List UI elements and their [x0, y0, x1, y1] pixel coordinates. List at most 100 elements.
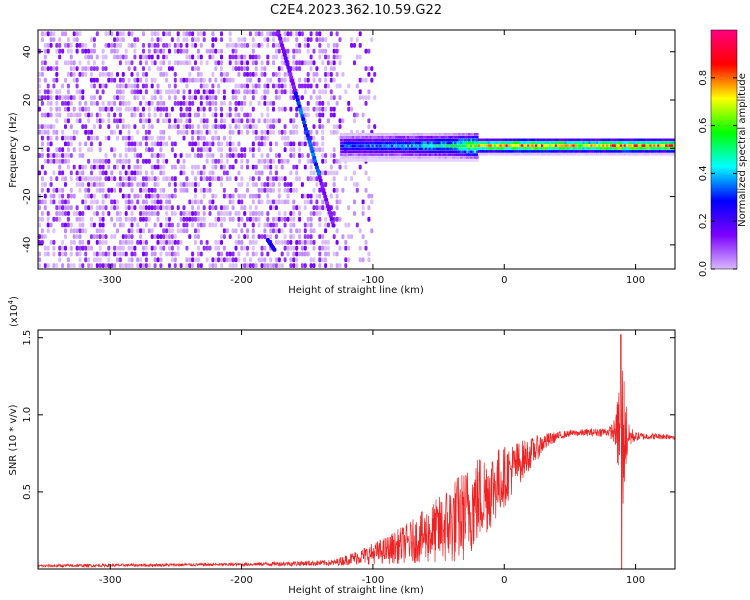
spectrogram-cell	[191, 199, 195, 205]
spectrogram-cell	[118, 89, 122, 95]
spectrogram-cell	[159, 199, 163, 205]
spectrogram-carrier-cell	[399, 135, 402, 139]
spectrogram-cell	[214, 112, 218, 118]
spectrogram-carrier-cell	[515, 147, 518, 150]
spectrogram-carrier-cell	[550, 150, 554, 153]
snr-y-axis-label: SNR (10 * v/v)	[8, 404, 19, 475]
spectrogram-cell	[162, 72, 166, 77]
spectrogram-carrier-cell	[444, 159, 448, 162]
spectrogram-cell	[58, 153, 62, 158]
spectrogram-cell	[214, 106, 218, 112]
spectrogram-carrier-cell	[411, 135, 414, 139]
spectrogram-streak-cell	[320, 184, 325, 189]
spectrogram-cell	[150, 124, 154, 129]
spectrogram-carrier-cell	[481, 153, 485, 156]
spectrogram-cell	[266, 77, 270, 83]
spectrogram-cell	[188, 95, 192, 100]
spectrogram-carrier-cell	[576, 153, 580, 156]
spectrogram-cell	[228, 43, 232, 48]
spectrogram-cell	[338, 118, 342, 124]
spectrogram-cell	[69, 141, 73, 147]
spectrogram-cell	[124, 147, 128, 153]
spectrogram-cell	[130, 83, 134, 89]
spectrogram-carrier-cell	[355, 133, 359, 136]
spectrogram-cell	[251, 60, 255, 66]
spectrogram-cell	[69, 170, 73, 176]
spectrogram-carrier-cell	[533, 153, 536, 156]
spectrogram-cell	[92, 193, 96, 199]
spectrogram-cell	[217, 147, 221, 153]
spectrogram-carrier-cell	[598, 147, 601, 150]
spectrogram-cell	[306, 216, 310, 222]
spectrogram-cell	[159, 129, 163, 135]
spectrogram-carrier-cell	[523, 147, 526, 150]
spectrogram-cell	[254, 60, 258, 66]
spectrogram-cell	[87, 66, 91, 71]
spectrogram-carrier-cell	[418, 133, 422, 136]
spectrogram-cell	[191, 77, 195, 83]
spectrogram-carrier-cell	[434, 150, 438, 153]
spectrogram-cell	[49, 43, 53, 48]
spectrogram-cell	[113, 54, 117, 60]
spectrogram-cell	[182, 164, 186, 170]
spectrogram-carrier-cell	[590, 141, 593, 144]
spectrogram-cell	[222, 234, 226, 239]
spectrogram-carrier-cell	[440, 133, 444, 136]
spectrogram-carrier-cell	[527, 147, 530, 150]
spectrogram-cell	[66, 118, 70, 124]
spectrogram-carrier-cell	[552, 147, 556, 150]
spectrogram-cell	[248, 31, 252, 37]
spectrogram-carrier-cell	[470, 147, 473, 151]
spectrogram-cell	[136, 182, 140, 187]
spectrogram-carrier-cell	[407, 144, 410, 148]
spectrogram-carrier-cell	[385, 144, 388, 148]
spectrogram-cell	[266, 158, 270, 164]
spectrogram-cell	[182, 101, 186, 106]
spectrogram-carrier-cell	[495, 153, 499, 156]
spectrogram-carrier-cell	[399, 133, 402, 136]
spectrogram-cell	[231, 216, 235, 222]
spectrogram-carrier-cell	[379, 133, 383, 136]
spectrogram-cell	[240, 37, 244, 42]
spectrogram-carrier-cell	[428, 153, 432, 156]
spectrogram-cell	[251, 48, 255, 54]
spectrogram-carrier-cell	[545, 150, 548, 153]
spectrogram-cell	[170, 147, 174, 153]
spectrogram-carrier-cell	[456, 141, 459, 145]
spectrogram-carrier-cell	[430, 144, 434, 148]
spectrogram-carrier-cell	[627, 144, 631, 147]
spectrogram-carrier-cell	[629, 150, 633, 153]
spectrogram-cell	[90, 176, 93, 182]
spectrogram-cell	[52, 129, 56, 135]
spectrogram-cell	[220, 147, 223, 153]
spectrogram-cell	[156, 257, 160, 263]
spectrogram-streak-cell	[272, 247, 277, 252]
spectrogram-carrier-cell	[633, 153, 637, 156]
spectrogram-cell	[139, 112, 143, 118]
spectrogram-carrier-cell	[507, 138, 511, 142]
spectrogram-cell	[286, 182, 290, 187]
spectrogram-cell	[87, 187, 91, 193]
spectrogram-carrier-cell	[389, 153, 392, 156]
spectrogram-cell	[237, 240, 241, 245]
spectrogram-cell	[75, 182, 79, 187]
spectrogram-carrier-cell	[671, 150, 674, 153]
spectrogram-cell	[220, 112, 223, 118]
spectrogram-cell	[142, 48, 145, 54]
spectrogram-cell	[40, 37, 44, 42]
spectrogram-cell	[52, 124, 56, 129]
spectrogram-cell	[248, 240, 252, 245]
spectrogram-carrier-cell	[562, 153, 566, 156]
spectrogram-carrier-cell	[464, 147, 467, 151]
spectrogram-carrier-cell	[373, 144, 377, 148]
spectrogram-cell	[38, 199, 41, 205]
spectrogram-cell	[240, 66, 244, 71]
spectrogram-carrier-cell	[458, 135, 461, 139]
spectrogram-cell	[66, 89, 70, 95]
spectrogram-carrier-cell	[438, 138, 442, 142]
spectrogram-cell	[237, 83, 241, 89]
spectrogram-cell	[225, 257, 229, 263]
spectrogram-cell	[116, 199, 119, 205]
spectrogram-carrier-cell	[621, 144, 625, 147]
spectrogram-cell	[283, 135, 287, 141]
